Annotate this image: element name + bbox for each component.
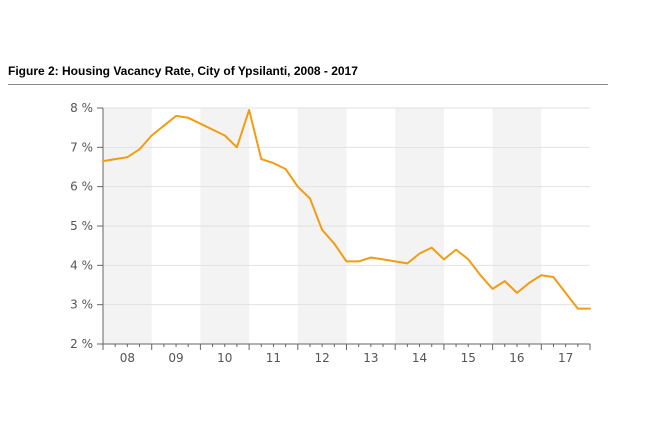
title-divider — [8, 84, 608, 85]
series-line-0 — [102, 109, 591, 310]
x-axis-ticks: 08 09 10 11 12 13 14 15 16 17 — [102, 344, 591, 365]
x-tick-label-17: 17 — [558, 351, 573, 365]
y-tick-label-6: 6 % — [70, 180, 93, 194]
x-tick-label-11: 11 — [266, 351, 281, 365]
x-tick-label-14: 14 — [412, 351, 427, 365]
x-tick-label-13: 13 — [363, 351, 378, 365]
x-tick-label-12: 12 — [315, 351, 330, 365]
y-tick-label-7: 7 % — [70, 140, 93, 154]
y-axis-ticks: 2 % 3 % 4 % 5 % 6 % 7 % 8 % — [70, 101, 103, 351]
x-tick-label-16: 16 — [509, 351, 524, 365]
x-tick-label-15: 15 — [461, 351, 476, 365]
x-tick-label-09: 09 — [168, 351, 183, 365]
horizontal-gridlines — [103, 107, 590, 306]
y-tick-label-3: 3 % — [70, 298, 93, 312]
y-tick-label-4: 4 % — [70, 258, 93, 272]
y-tick-label-5: 5 % — [70, 219, 93, 233]
y-tick-label-8: 8 % — [70, 101, 93, 115]
y-tick-label-2: 2 % — [70, 337, 93, 351]
x-tick-label-10: 10 — [217, 351, 232, 365]
series-group — [102, 109, 591, 310]
x-tick-label-08: 08 — [120, 351, 135, 365]
figure-title: Figure 2: Housing Vacancy Rate, City of … — [8, 64, 358, 78]
